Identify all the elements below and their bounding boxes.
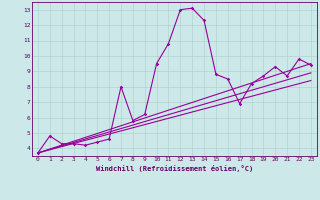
X-axis label: Windchill (Refroidissement éolien,°C): Windchill (Refroidissement éolien,°C) <box>96 165 253 172</box>
